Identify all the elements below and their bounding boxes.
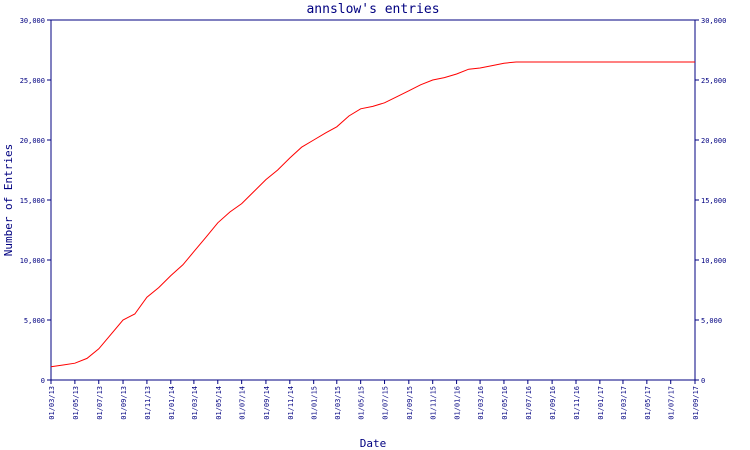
x-tick-label: 01/07/16: [525, 386, 533, 420]
x-tick-label: 01/09/17: [692, 386, 700, 420]
x-tick-label: 01/05/15: [358, 386, 366, 420]
x-tick-label: 01/11/14: [287, 386, 295, 420]
y-tick-label-right: 10,000: [701, 257, 726, 265]
y-axis-title: Number of Entries: [2, 144, 15, 257]
x-tick-label: 01/01/14: [168, 386, 176, 420]
x-tick-label: 01/03/17: [620, 386, 628, 420]
x-tick-label: 01/09/15: [406, 386, 414, 420]
x-tick-label: 01/11/15: [430, 386, 438, 420]
y-tick-label: 15,000: [20, 197, 45, 205]
x-tick-label: 01/03/14: [191, 386, 199, 420]
x-tick-label: 01/03/16: [477, 386, 485, 420]
x-tick-label: 01/09/14: [263, 386, 271, 420]
y-tick-label: 30,000: [20, 17, 45, 25]
y-tick-label: 25,000: [20, 77, 45, 85]
y-tick-label-right: 0: [701, 377, 705, 385]
y-tick-label-right: 5,000: [701, 317, 722, 325]
y-tick-label-right: 30,000: [701, 17, 726, 25]
x-tick-label: 01/01/16: [454, 386, 462, 420]
x-tick-label: 01/07/13: [96, 386, 104, 420]
x-axis: 01/03/13 01/05/13 01/07/13 01/09/13 01/11/13…: [48, 380, 700, 420]
y-tick-label-right: 15,000: [701, 197, 726, 205]
chart-title: annslow's entries: [306, 2, 439, 17]
y-tick-label-right: 25,000: [701, 77, 726, 85]
y-tick-label: 0: [41, 377, 45, 385]
plot-frame: [50, 19, 696, 381]
x-tick-label: 01/09/16: [549, 386, 557, 420]
x-tick-label: 01/05/14: [215, 386, 223, 420]
y-tick-label-right: 20,000: [701, 137, 726, 145]
x-tick-label: 01/07/14: [239, 386, 247, 420]
y-tick-label: 10,000: [20, 257, 45, 265]
series-line: [50, 61, 695, 368]
x-tick-label: 01/11/16: [573, 386, 581, 420]
y-tick-label: 20,000: [20, 137, 45, 145]
x-tick-label: 01/05/17: [644, 386, 652, 420]
x-tick-label: 01/03/15: [334, 386, 342, 420]
x-tick-label: 01/05/16: [501, 386, 509, 420]
right-y-axis: 0 5,000 10,000 15,000 20,000 25,000 30,000: [695, 17, 726, 385]
y-tick-label: 5,000: [24, 317, 45, 325]
left-y-axis: 0 5,000 10,000 15,000 20,000 25,000 30,000: [20, 17, 51, 385]
x-tick-label: 01/05/13: [72, 386, 80, 420]
x-tick-label: 01/09/13: [120, 386, 128, 420]
x-tick-label: 01/07/15: [382, 386, 390, 420]
x-tick-label: 01/01/17: [597, 386, 605, 420]
x-tick-label: 01/03/13: [48, 386, 56, 420]
x-tick-label: 01/01/15: [311, 386, 319, 420]
x-tick-label: 01/11/13: [144, 386, 152, 420]
x-axis-title: Date: [360, 437, 387, 450]
x-tick-label: 01/07/17: [668, 386, 676, 420]
